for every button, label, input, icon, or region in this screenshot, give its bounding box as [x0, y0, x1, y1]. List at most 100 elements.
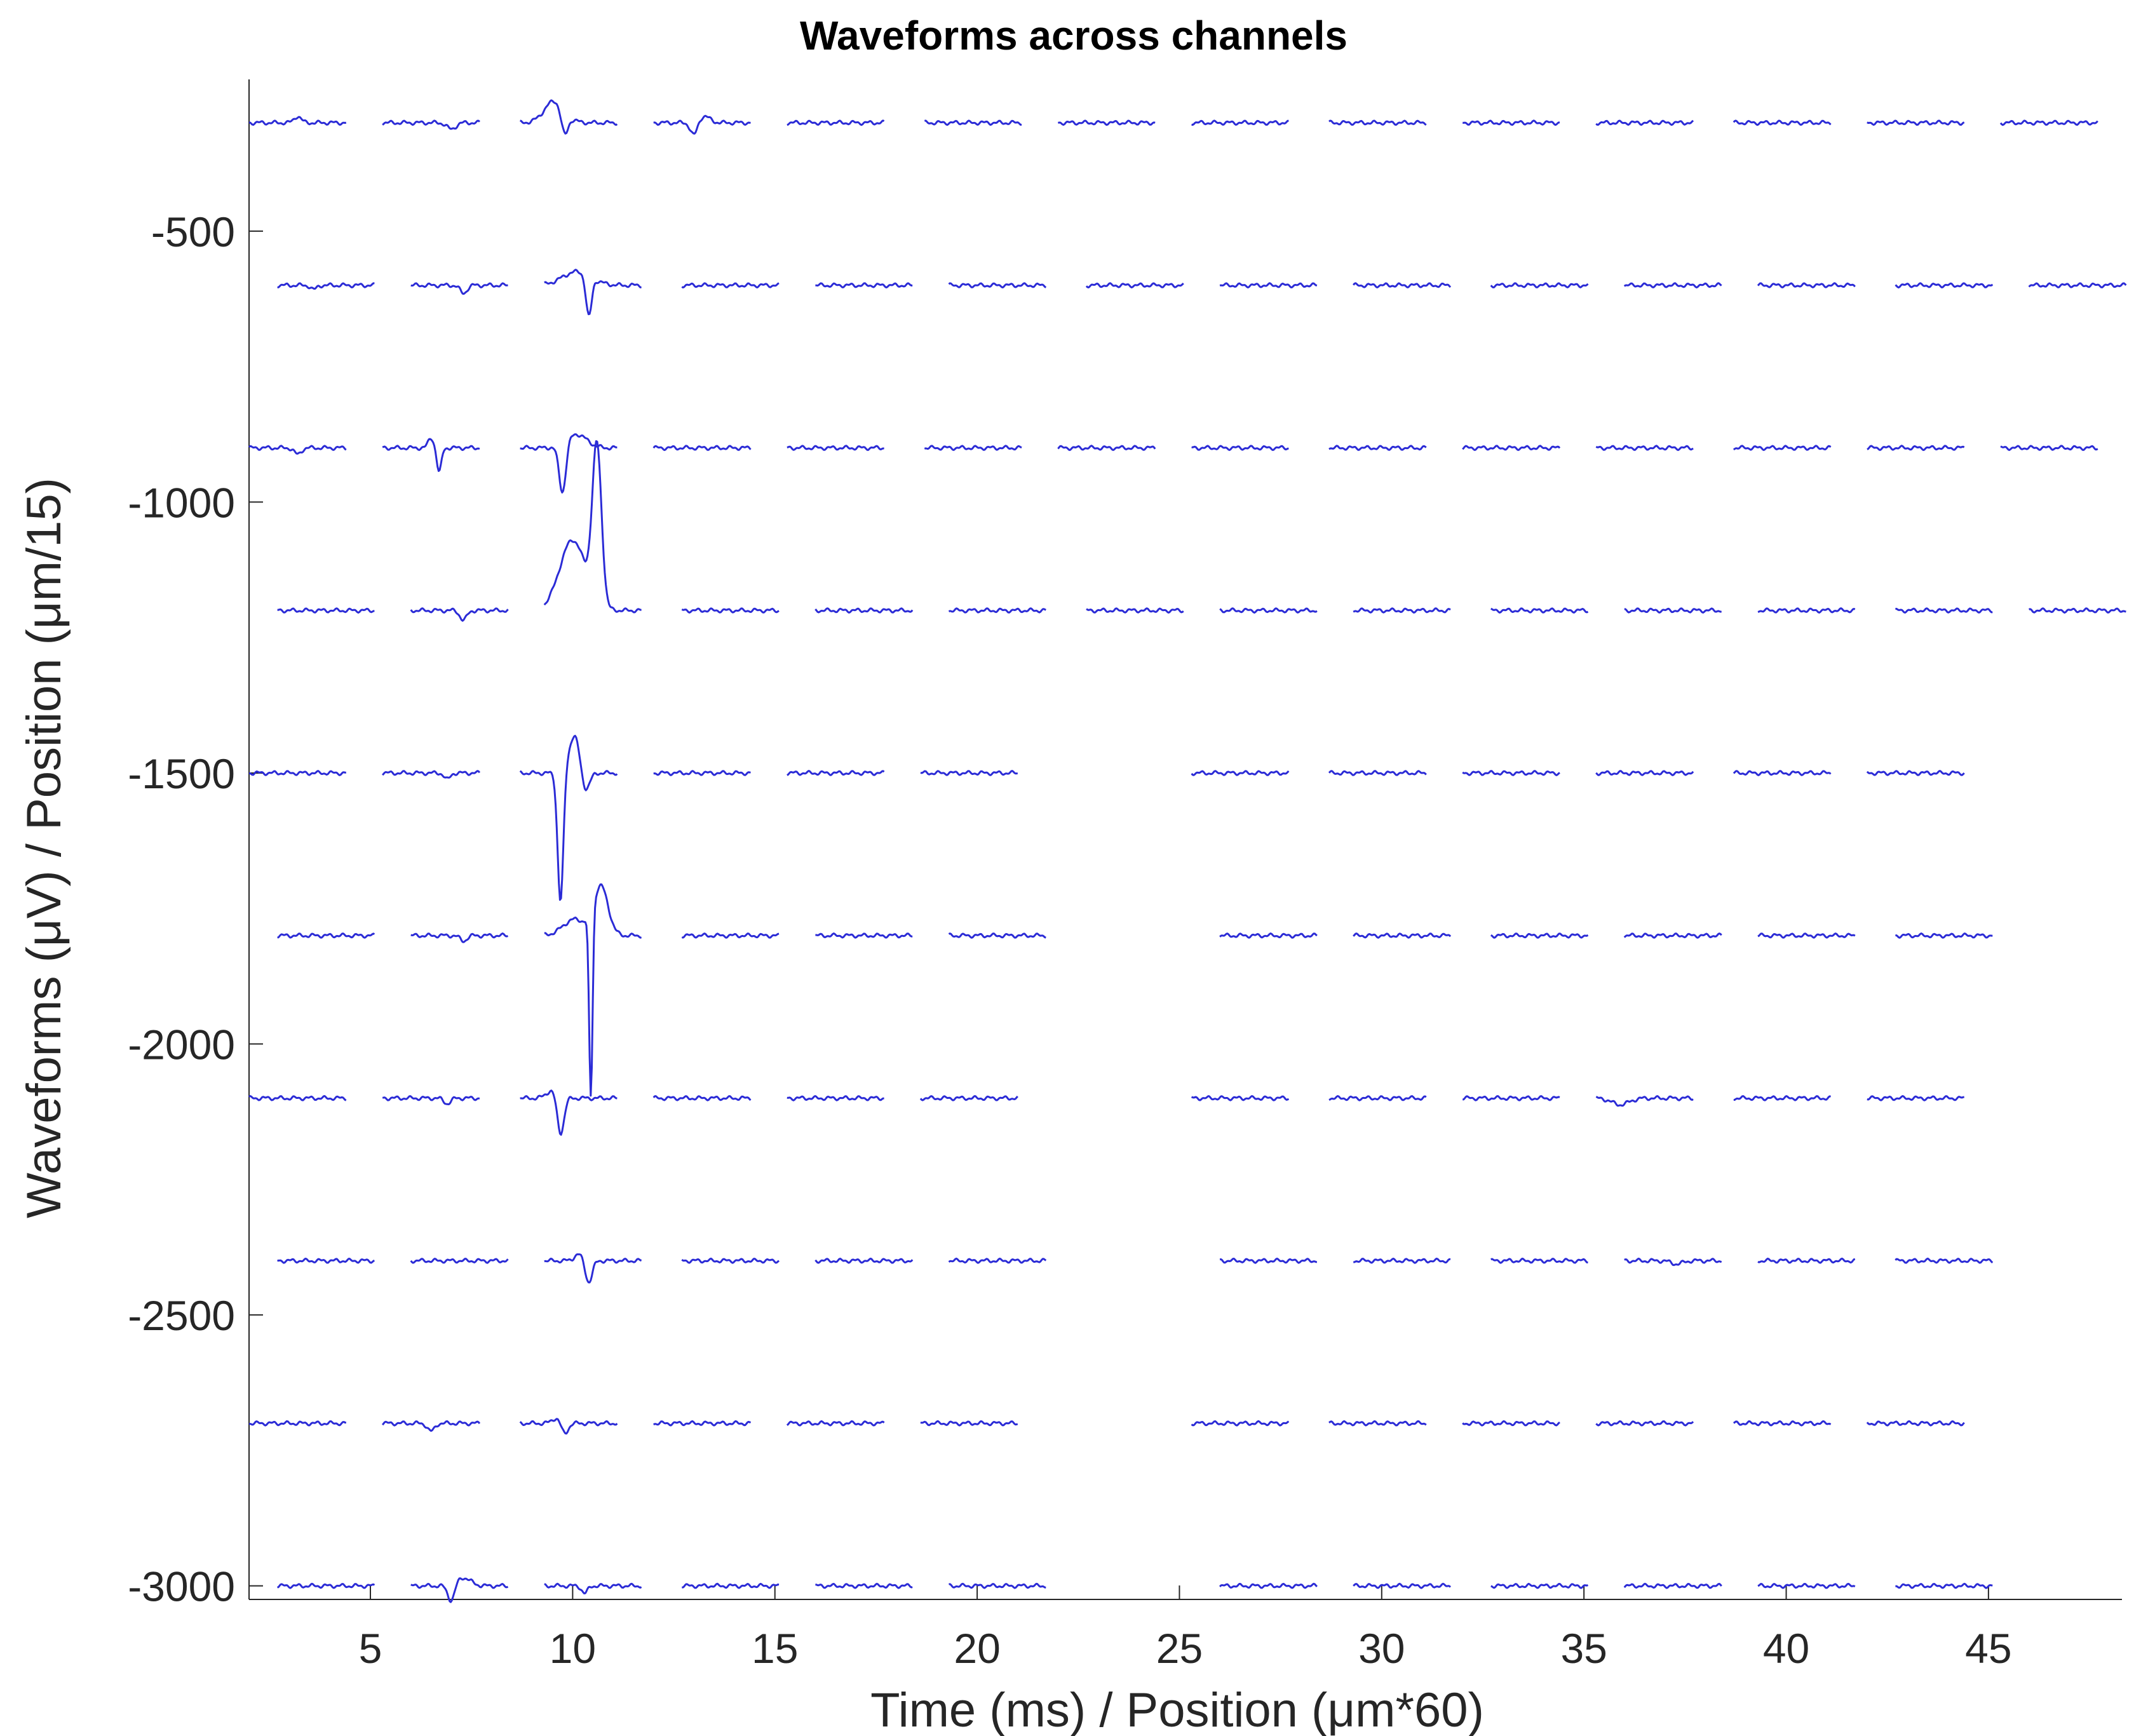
waveform-segment-row5-seg10 [1757, 932, 1856, 939]
waveform-segment-row4-seg9 [1595, 770, 1694, 776]
waveform-segment-row2-seg2 [520, 433, 618, 494]
waveform-segment-row8-seg9 [1595, 1420, 1694, 1427]
waveform-segment-row4-seg11 [1866, 770, 1965, 776]
waveform-segment-row4-seg4 [787, 770, 885, 776]
x-tick-label: 15 [752, 1625, 798, 1672]
waveform-segment-row9-seg7 [1353, 1582, 1451, 1589]
waveform-segment-row1-seg9 [1490, 282, 1589, 288]
waveform-segment-row2-seg7 [1191, 445, 1289, 451]
waveform-segment-row5-seg6 [1219, 932, 1318, 939]
waveform-segment-row2-seg5 [924, 445, 1022, 451]
waveform-segment-row5-seg1 [410, 932, 508, 943]
waveform-segment-row1-seg7 [1219, 282, 1318, 289]
x-tick-label: 40 [1763, 1625, 1809, 1672]
waveform-segment-row6-seg1 [382, 1095, 480, 1105]
waveform-segment-row0-seg10 [1595, 119, 1694, 126]
waveform-segment-row0-seg8 [1328, 119, 1427, 126]
waveform-segment-row8-seg3 [653, 1420, 752, 1427]
waveform-segment-row9-seg4 [815, 1582, 913, 1589]
waveform-segment-row5-seg9 [1623, 932, 1722, 939]
waveform-segment-row9-seg11 [1895, 1582, 1993, 1589]
x-tick-label: 5 [359, 1625, 382, 1672]
waveform-segment-row7-seg1 [410, 1258, 509, 1264]
waveform-segment-row4-seg0 [249, 770, 346, 776]
waveform-segment-row5-seg0 [277, 932, 375, 939]
waveform-segment-row3-seg11 [1757, 607, 1856, 614]
waveform-segment-row9-seg5 [949, 1582, 1046, 1589]
waveform-segment-row6-seg5 [919, 1095, 1018, 1101]
waveform-segment-row4-seg5 [920, 770, 1018, 776]
waveform-segment-row0-seg2 [520, 99, 618, 135]
y-tick-label: -2000 [128, 1021, 235, 1068]
y-tick-label: -500 [151, 208, 235, 255]
waveform-segment-row2-seg13 [2000, 445, 2098, 451]
x-axis-label: Time (ms) / Position (μm*60) [870, 1683, 1484, 1736]
waveform-segment-row0-seg13 [1999, 119, 2098, 126]
waveform-segment-row3-seg1 [410, 607, 509, 622]
waveform-segment-row1-seg3 [681, 282, 780, 289]
waveform-segment-row4-seg2 [519, 734, 618, 901]
waveform-segment-row0-seg0 [248, 116, 347, 126]
waveform-segment-row8-seg5 [920, 1420, 1018, 1427]
waveform-segment-row2-seg0 [248, 445, 347, 455]
waveform-segment-row5-seg8 [1490, 932, 1589, 939]
waveform-segment-row5-seg7 [1353, 932, 1452, 939]
waveform-segment-row3-seg12 [1895, 607, 1993, 614]
waveform-segment-row8-seg6 [1191, 1420, 1290, 1427]
waveform-segment-row8-seg2 [519, 1418, 618, 1435]
waveform-segment-row7-seg7 [1353, 1258, 1451, 1264]
waveform-segment-row9-seg8 [1490, 1582, 1588, 1589]
waveform-segment-row0-seg1 [382, 119, 480, 130]
waveform-segment-row0-seg5 [924, 119, 1022, 126]
waveform-segment-row6-seg0 [248, 1095, 347, 1101]
y-tick-label: -1000 [128, 479, 235, 526]
waveform-segment-row7-seg2 [544, 1253, 642, 1284]
x-tick-label: 25 [1156, 1625, 1203, 1672]
waveform-segment-row0-seg4 [787, 119, 885, 126]
waveform-segment-row9-seg1 [410, 1577, 509, 1603]
waveform-segment-row3-seg10 [1624, 607, 1722, 614]
waveform-segment-row7-seg4 [814, 1258, 914, 1264]
waveform-segment-row7-seg5 [948, 1257, 1047, 1264]
waveform-segment-row8-seg10 [1733, 1420, 1832, 1427]
waveform-segment-row4-seg7 [1328, 770, 1427, 776]
waveform-segment-row8-seg4 [786, 1420, 885, 1427]
x-tick-label: 10 [550, 1625, 596, 1672]
waveform-segment-row2-seg12 [1867, 445, 1965, 451]
waveform-segment-row6-seg10 [1733, 1095, 1831, 1101]
waveform-segment-row3-seg5 [948, 607, 1046, 614]
waveform-segment-row4-seg1 [382, 770, 481, 779]
waveform-segment-row0-seg12 [1867, 119, 1965, 126]
waveform-segment-row2-seg1 [382, 438, 480, 472]
y-tick-label: -2500 [128, 1292, 235, 1339]
waveform-segment-row7-seg3 [681, 1257, 780, 1264]
waveform-segment-row1-seg8 [1353, 282, 1452, 288]
waveform-segment-row7-seg0 [277, 1258, 375, 1264]
waveform-segment-row7-seg8 [1490, 1258, 1588, 1264]
waveform-segment-row1-seg1 [410, 282, 508, 295]
waveform-segment-row6-seg7 [1328, 1095, 1427, 1101]
waveform-segment-row4-seg8 [1462, 770, 1560, 776]
x-tick-label: 30 [1358, 1625, 1405, 1672]
waveform-segment-row6-seg4 [787, 1095, 884, 1101]
waveform-segment-row2-seg6 [1057, 445, 1156, 451]
waveform-segment-row0-seg9 [1462, 119, 1560, 126]
waveform-segment-row2-seg9 [1462, 445, 1561, 451]
waveform-segment-row9-seg10 [1757, 1582, 1856, 1589]
waveform-segment-row8-seg11 [1866, 1420, 1965, 1427]
waveform-segment-row4-seg3 [653, 770, 751, 776]
waveform-segment-row8-seg0 [248, 1420, 347, 1427]
y-tick-label: -1500 [128, 750, 235, 797]
waveform-segment-row7-seg10 [1757, 1257, 1856, 1264]
waveform-segment-row1-seg13 [2028, 282, 2127, 288]
waveform-segment-row5-seg4 [815, 932, 913, 939]
waveform-segment-row6-seg6 [1191, 1095, 1290, 1101]
chart-title: Waveforms across channels [800, 13, 1348, 58]
y-tick-label: -3000 [128, 1563, 235, 1610]
waveform-segment-row2-seg4 [787, 445, 884, 451]
waveform-segment-row1-seg4 [815, 282, 913, 288]
waveform-segment-row9-seg6 [1219, 1582, 1318, 1589]
waveform-segment-row3-seg0 [277, 607, 375, 614]
waveform-segment-row6-seg8 [1462, 1095, 1560, 1101]
